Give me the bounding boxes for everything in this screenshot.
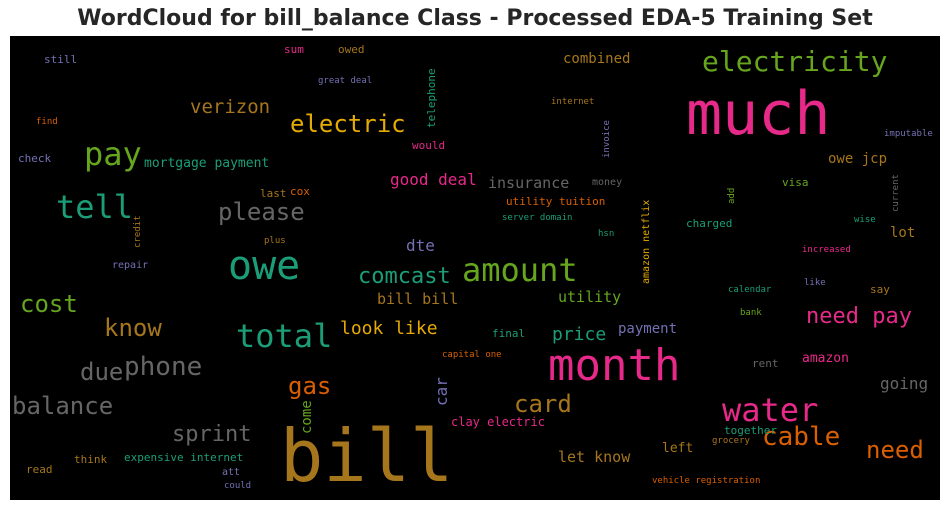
word-think: think — [74, 453, 108, 466]
word-last: last — [260, 187, 287, 200]
word-dte: dte — [406, 236, 435, 255]
word-cable: cable — [762, 422, 841, 452]
word-cox: cox — [290, 185, 310, 198]
word-cost: cost — [20, 290, 78, 318]
word-could: could — [224, 481, 252, 491]
word-utility: utility — [558, 288, 622, 306]
word-gas: gas — [288, 372, 332, 400]
word-card: card — [514, 390, 572, 418]
word-amazon: amazon — [802, 351, 849, 366]
word-plus: plus — [264, 236, 286, 246]
word-electric: electric — [290, 110, 406, 138]
word-sprint: sprint — [172, 422, 252, 447]
word-bill: bill — [280, 414, 454, 498]
word-verizon: verizon — [190, 96, 271, 118]
word-wise: wise — [854, 215, 876, 225]
word-know: know — [104, 314, 162, 342]
word-calendar: calendar — [728, 285, 772, 295]
word-amount: amount — [462, 251, 578, 289]
word-owe: owe — [228, 243, 301, 289]
word-need-pay: need pay — [806, 304, 912, 329]
word-visa: visa — [782, 176, 809, 189]
word-vehicle-registration: vehicle registration — [652, 476, 761, 486]
word-att: att — [222, 467, 241, 478]
word-current: current — [891, 174, 901, 212]
word-good-deal: good deal — [390, 170, 477, 189]
word-internet: internet — [551, 97, 595, 107]
word-great-deal: great deal — [318, 76, 373, 86]
word-invoice: invoice — [602, 120, 612, 158]
word-let-know: let know — [558, 448, 631, 466]
word-pay: pay — [84, 135, 142, 173]
word-still: still — [44, 53, 78, 66]
word-going: going — [880, 374, 929, 393]
word-expensive-internet: expensive internet — [124, 451, 244, 464]
word-increased: increased — [802, 245, 851, 255]
word-combined: combined — [563, 51, 631, 67]
word-amazon-netflix: amazon netflix — [641, 199, 652, 284]
word-rent: rent — [752, 357, 779, 370]
word-bill-bill: bill bill — [377, 290, 459, 308]
word-water: water — [722, 391, 819, 429]
word-mortgage-payment: mortgage payment — [144, 156, 270, 171]
word-add: add — [727, 187, 737, 204]
word-car: car — [432, 377, 451, 406]
word-please: please — [218, 198, 305, 226]
word-find: find — [36, 117, 58, 127]
word-server-domain: server domain — [502, 213, 573, 223]
word-price: price — [552, 324, 607, 345]
word-money: money — [592, 177, 623, 188]
word-total: total — [236, 317, 333, 355]
word-charged: charged — [686, 217, 733, 230]
word-read: read — [26, 463, 53, 476]
word-like: like — [804, 278, 826, 288]
word-sum: sum — [284, 43, 304, 56]
word-due: due — [80, 358, 124, 386]
word-together: together — [724, 424, 777, 437]
word-bank: bank — [740, 308, 762, 318]
word-grocery: grocery — [712, 436, 750, 446]
word-payment: payment — [618, 321, 678, 337]
word-need: need — [866, 436, 924, 464]
word-left: left — [662, 441, 694, 456]
word-much: much — [686, 79, 831, 149]
wordcloud-canvas: bill much month owe water amount total tell pay e… — [10, 36, 940, 500]
word-repair: repair — [112, 260, 149, 271]
word-month: month — [548, 340, 681, 391]
word-hsn: hsn — [598, 229, 615, 239]
word-come: come — [299, 400, 315, 434]
word-say: say — [870, 283, 890, 296]
word-phone: phone — [124, 352, 203, 382]
word-telephone: telephone — [425, 68, 438, 128]
word-utility-tuition: utility tuition — [506, 195, 606, 208]
word-tell: tell — [56, 188, 134, 226]
word-credit: credit — [133, 215, 143, 248]
word-clay-electric: clay electric — [451, 415, 545, 429]
word-balance: balance — [12, 392, 114, 420]
word-final: final — [492, 327, 526, 340]
word-owe-jcp: owe jcp — [828, 151, 888, 167]
word-lot: lot — [890, 225, 916, 241]
chart-title: WordCloud for bill_balance Class - Proce… — [77, 6, 873, 31]
word-comcast: comcast — [358, 264, 451, 289]
word-owed: owed — [338, 43, 365, 56]
word-electricity: electricity — [702, 45, 888, 78]
word-insurance: insurance — [488, 174, 570, 192]
word-capital-one: capital one — [442, 350, 502, 360]
word-check: check — [18, 152, 52, 165]
word-would: would — [412, 139, 446, 152]
word-look-like: look like — [340, 318, 438, 339]
word-imputable: imputable — [884, 129, 933, 139]
